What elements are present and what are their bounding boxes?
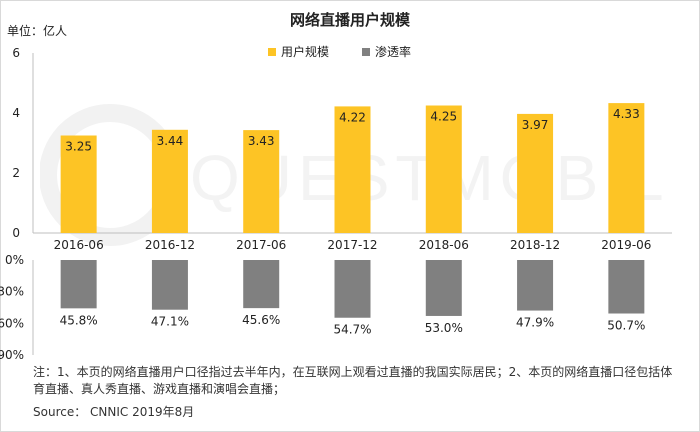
- y-tick-label-users: 0: [12, 226, 20, 240]
- data-label-penetration: 45.6%: [242, 313, 280, 327]
- bar-users: [151, 129, 188, 233]
- y-tick-label-penetration: 0%: [5, 253, 24, 267]
- bar-penetration: [151, 260, 188, 310]
- data-label-users: 4.22: [339, 110, 366, 124]
- legend-label-users: 用户规模: [281, 45, 330, 59]
- chart-title: 网络直播用户规模: [289, 11, 410, 29]
- footnote: 注：1、本页的网络直播用户口径指过去半年内，在互联网上观看过直播的我国实际居民；…: [33, 365, 673, 396]
- x-tick-label: 2019-06: [601, 238, 651, 252]
- unit-label: 单位：亿人: [7, 24, 68, 38]
- bar-penetration: [608, 260, 645, 314]
- data-label-penetration: 53.0%: [425, 321, 463, 335]
- source-label: Source： CNNIC 2019年8月: [33, 405, 195, 419]
- bar-users: [334, 106, 371, 233]
- data-label-users: 3.25: [65, 140, 92, 154]
- data-label-penetration: 47.9%: [516, 316, 554, 330]
- legend-label-penetration: 渗透率: [375, 45, 412, 59]
- y-tick-label-penetration: 90%: [0, 348, 24, 362]
- bar-users: [425, 105, 462, 233]
- bar-users: [517, 113, 554, 233]
- legend-item-penetration: 渗透率: [362, 43, 411, 60]
- y-tick-label-users: 2: [12, 166, 20, 180]
- x-tick-label: 2017-06: [236, 238, 286, 252]
- y-tick-label-penetration: 60%: [0, 316, 24, 330]
- x-tick-label: 2018-06: [419, 238, 469, 252]
- bar-users: [608, 103, 645, 233]
- data-label-users: 4.25: [430, 110, 457, 124]
- x-tick-label: 2016-06: [54, 238, 104, 252]
- y-tick-label-users: 4: [12, 106, 20, 120]
- x-tick-label: 2017-12: [327, 238, 377, 252]
- x-tick-label: 2016-12: [145, 238, 195, 252]
- data-label-penetration: 45.8%: [60, 313, 98, 327]
- data-label-penetration: 50.7%: [607, 319, 645, 333]
- bar-penetration: [517, 260, 554, 311]
- data-label-users: 4.33: [613, 107, 640, 121]
- bar-penetration: [425, 260, 462, 316]
- legend-swatch-users: [268, 47, 276, 56]
- legend-item-users: 用户规模: [268, 43, 329, 60]
- legend-swatch-penetration: [362, 47, 370, 56]
- data-label-users: 3.44: [157, 134, 184, 148]
- y-tick-label-penetration: 30%: [0, 285, 24, 299]
- y-tick-label-users: 6: [12, 46, 20, 60]
- data-label-users: 3.43: [248, 134, 275, 148]
- bar-penetration: [334, 260, 371, 318]
- data-label-users: 3.97: [522, 118, 549, 132]
- data-label-penetration: 54.7%: [333, 323, 371, 337]
- bar-users: [243, 130, 280, 233]
- bar-users: [60, 135, 97, 233]
- data-label-penetration: 47.1%: [151, 315, 189, 329]
- bar-penetration: [243, 260, 280, 309]
- x-tick-label: 2018-12: [510, 238, 560, 252]
- bar-penetration: [60, 260, 97, 309]
